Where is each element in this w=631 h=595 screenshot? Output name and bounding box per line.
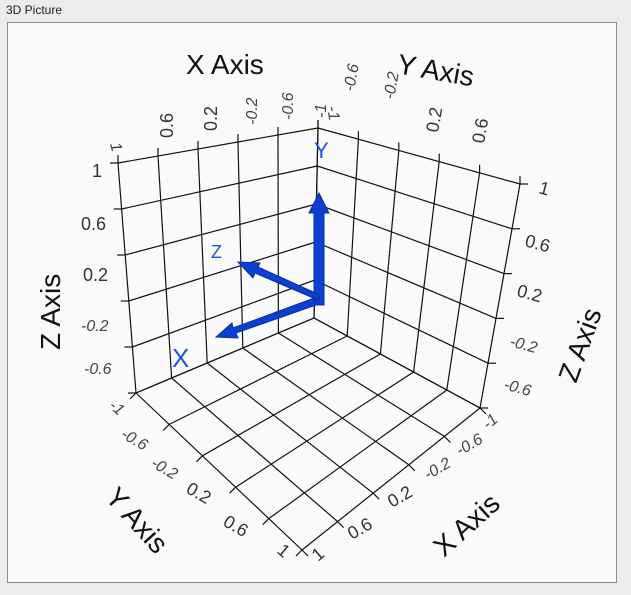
triad-z-arrow — [238, 262, 320, 300]
bottom-x-tick: -0.2 — [422, 455, 454, 484]
bottom-y-tick: -1 — [105, 397, 127, 419]
x-axis-title-top: X Axis — [186, 49, 264, 80]
back-right-wall-grid — [347, 139, 358, 336]
back-left-wall-grid — [198, 149, 207, 363]
grid-lines — [110, 120, 528, 556]
left-z-tick: 0.6 — [81, 214, 106, 234]
right-z-tick: 1 — [537, 178, 552, 200]
back-right-wall-grid — [480, 184, 520, 408]
right-z-tick: -0.6 — [502, 376, 533, 400]
floor-grid — [202, 354, 380, 456]
left-z-tick: -0.2 — [81, 318, 109, 335]
back-right-wall-grid — [316, 204, 504, 274]
back-left-wall-grid — [118, 163, 136, 393]
z-axis-title-left: Z Axis — [35, 274, 66, 350]
bottom-x-tickmark — [373, 493, 379, 499]
back-left-wall-grid — [129, 242, 316, 301]
bottom-y-tickmark — [230, 487, 236, 493]
bottom-x-tickmark — [480, 408, 486, 414]
triad-y-label: Y — [314, 138, 329, 163]
bottom-y-tick: 0.6 — [220, 511, 252, 541]
triad: Y X Z — [172, 138, 329, 373]
top-x-tick: -0.2 — [244, 97, 261, 125]
top-y-tick: 0.6 — [468, 117, 492, 145]
triad-z-label: Z — [211, 242, 222, 262]
bottom-x-tick: 0.2 — [384, 482, 416, 512]
top-y-tick: -1 — [323, 105, 342, 122]
triad-y-arrow — [309, 193, 329, 305]
floor-grid — [269, 390, 447, 519]
bottom-x-tickmark — [302, 550, 308, 556]
bottom-x-tickmark — [409, 465, 415, 471]
left-z-tick: 0.2 — [83, 265, 108, 285]
triad-x-arrow — [216, 298, 316, 338]
bottom-y-tick: -0.6 — [118, 426, 150, 455]
right-z-tick: 0.6 — [523, 231, 552, 257]
x-axis-title-bottom: X Axis — [427, 487, 506, 562]
bottom-y-tick: -0.2 — [148, 455, 180, 484]
floor-grid — [236, 372, 414, 487]
bottom-y-tickmark — [163, 424, 169, 430]
right-z-tick: 0.2 — [515, 281, 544, 307]
right-z-tick: -0.2 — [508, 333, 539, 357]
bottom-y-tick: 1 — [273, 540, 294, 562]
y-axis-title-top: Y Axis — [395, 48, 477, 92]
back-right-wall-grid — [380, 150, 398, 354]
bottom-y-tickmark — [296, 550, 302, 556]
top-x-tick: 0.2 — [201, 106, 221, 131]
left-z-tick: 1 — [92, 161, 102, 181]
back-left-wall-grid — [118, 128, 318, 163]
bottom-x-tick: 1 — [308, 543, 329, 565]
top-y-tick: -0.6 — [341, 62, 363, 92]
corner-tick: 1 — [106, 141, 125, 154]
bottom-x-tick: -0.6 — [454, 431, 486, 460]
left-z-tick: -0.6 — [84, 361, 112, 378]
back-right-wall-grid — [316, 242, 496, 318]
bottom-x-tick: -1 — [480, 411, 502, 433]
top-y-tick: -0.2 — [381, 70, 403, 100]
back-right-wall-grid — [414, 162, 440, 372]
bottom-y-tickmark — [130, 393, 136, 399]
floor-grid — [207, 363, 373, 493]
top-x-tick: 0.6 — [157, 113, 177, 138]
triad-x-label: X — [172, 343, 189, 373]
bottom-y-tick: 0.2 — [183, 478, 215, 508]
floor-grid — [169, 336, 347, 424]
bottom-x-tick: 0.6 — [344, 514, 376, 544]
back-right-wall-grid — [317, 166, 512, 229]
floor-grid — [243, 348, 409, 465]
bottom-y-tickmark — [196, 456, 202, 462]
top-y-tick: 0.2 — [422, 106, 446, 134]
z-axis-title-right: Z Axis — [553, 304, 608, 386]
back-left-wall-grid — [122, 166, 318, 209]
back-left-wall-grid — [158, 156, 172, 378]
top-x-tick: -0.6 — [280, 92, 297, 120]
y-axis-title-bottom: Y Axis — [100, 481, 175, 559]
floor-grid — [278, 333, 444, 436]
back-left-wall-grid — [238, 142, 243, 348]
bottom-x-tickmark — [444, 436, 450, 442]
bottom-y-tickmark — [263, 519, 269, 525]
bottom-x-tickmark — [338, 522, 344, 528]
